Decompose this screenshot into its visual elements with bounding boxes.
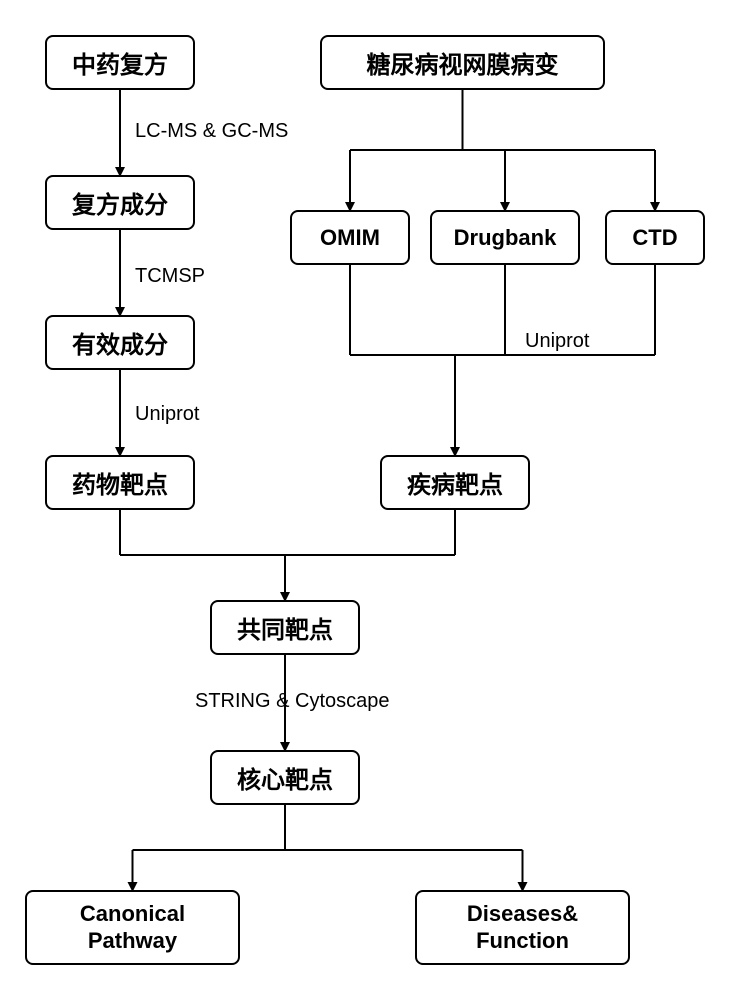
node-active_comp: 有效成分 <box>45 315 195 370</box>
edge-label: TCMSP <box>135 265 205 288</box>
edge-label: Uniprot <box>135 403 199 426</box>
node-drugbank: Drugbank <box>430 210 580 265</box>
edge-label: STRING & Cytoscape <box>195 690 390 713</box>
node-compound_comp: 复方成分 <box>45 175 195 230</box>
node-drug_target: 药物靶点 <box>45 455 195 510</box>
flowchart-canvas: 中药复方 糖尿病视网膜病变复方成分 OMIM Drugbank CTD 有效成分药物靶点 疾… <box>0 0 755 1000</box>
node-core_target: 核心靶点 <box>210 750 360 805</box>
node-omim: OMIM <box>290 210 410 265</box>
edge-label: LC-MS & GC-MS <box>135 120 288 143</box>
node-canonical: CanonicalPathway <box>25 890 240 965</box>
node-ctd: CTD <box>605 210 705 265</box>
node-tcm_compound: 中药复方 <box>45 35 195 90</box>
node-common_target: 共同靶点 <box>210 600 360 655</box>
node-disease_target: 疾病靶点 <box>380 455 530 510</box>
node-dr: 糖尿病视网膜病变 <box>320 35 605 90</box>
node-diseases_fn: Diseases&Function <box>415 890 630 965</box>
edge-label: Uniprot <box>525 330 589 353</box>
